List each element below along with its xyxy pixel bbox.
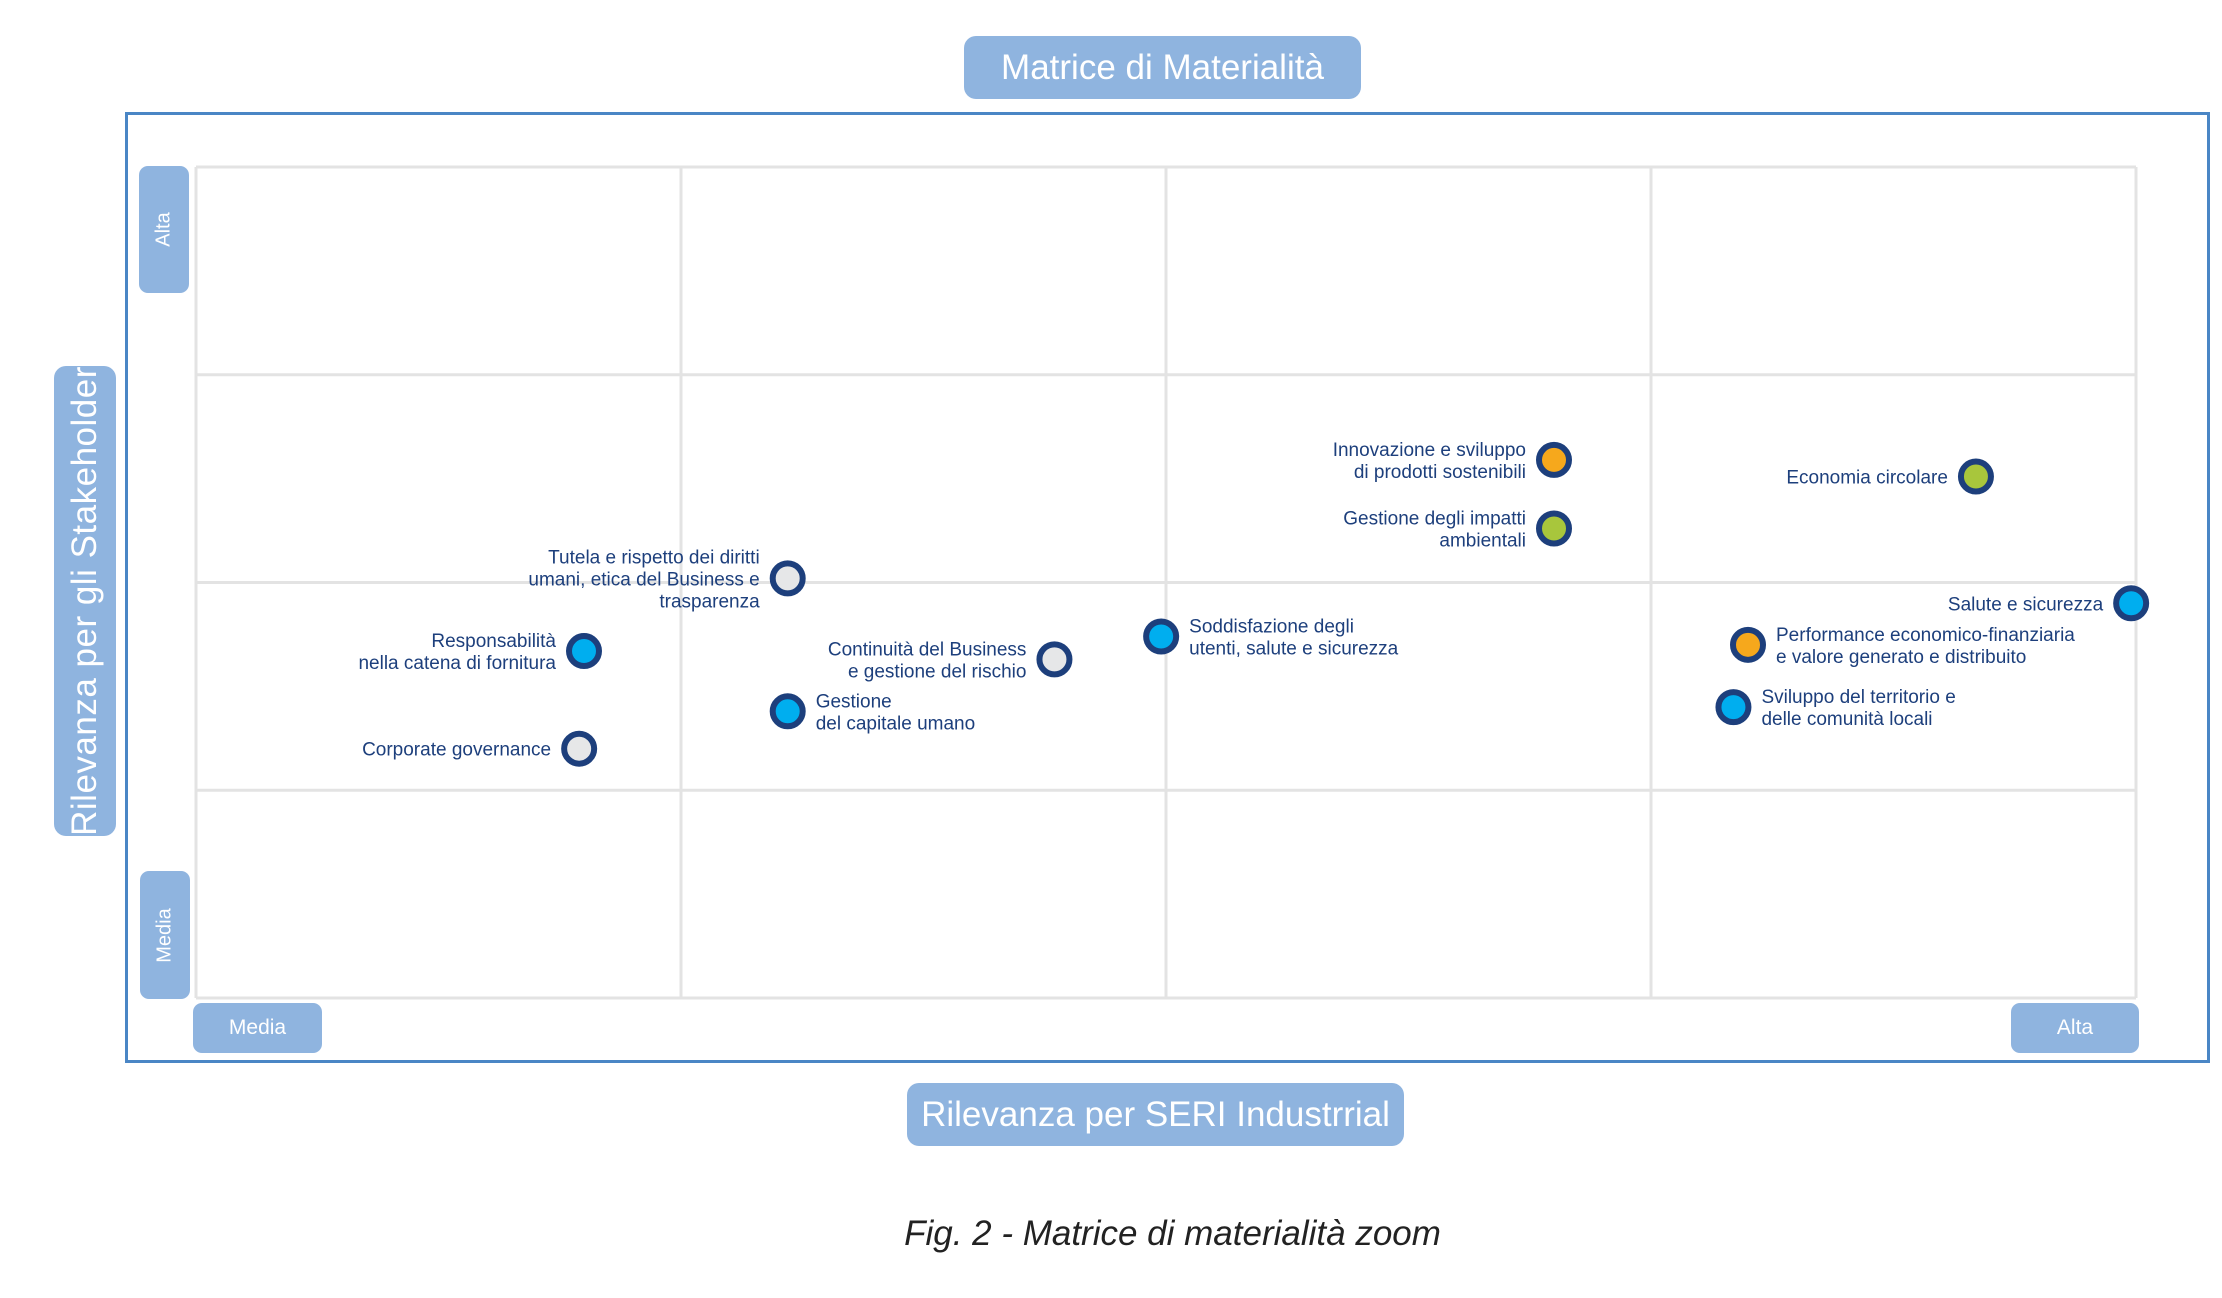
data-point: [773, 696, 803, 726]
data-point: [1733, 630, 1763, 660]
data-point: [1039, 644, 1069, 674]
data-point-label: Tutela e rispetto dei diritti umani, etic…: [528, 547, 760, 612]
data-point-label: Economia circolare: [1786, 468, 1948, 489]
data-point: [773, 563, 803, 593]
data-point: [1961, 462, 1991, 492]
data-point: [564, 734, 594, 764]
data-point: [1539, 445, 1569, 475]
data-point-label: Corporate governance: [362, 740, 551, 761]
data-point-label: Gestione del capitale umano: [816, 691, 976, 734]
figure-caption: Fig. 2 - Matrice di materialità zoom: [0, 1214, 2222, 1254]
data-point: [569, 636, 599, 666]
data-point: [1146, 622, 1176, 652]
data-point-label: Gestione degli impatti ambientali: [1343, 508, 1526, 551]
data-point-label: Salute e sicurezza: [1948, 594, 2104, 615]
data-point-label: Performance economico-finanziaria e valor…: [1776, 625, 2075, 668]
data-point: [1539, 513, 1569, 543]
data-point: [1718, 692, 1748, 722]
data-point-label: Soddisfazione degli utenti, salute e sicu…: [1189, 617, 1399, 660]
data-point: [2116, 588, 2146, 618]
data-point-label: Responsabilità nella catena di fornitura: [358, 631, 556, 674]
data-point-label: Innovazione e sviluppo di prodotti sosten…: [1333, 440, 1526, 483]
data-point-label: Sviluppo del territorio e delle comunità …: [1761, 687, 1955, 730]
data-point-label: Continuità del Business e gestione del ri…: [828, 639, 1027, 682]
